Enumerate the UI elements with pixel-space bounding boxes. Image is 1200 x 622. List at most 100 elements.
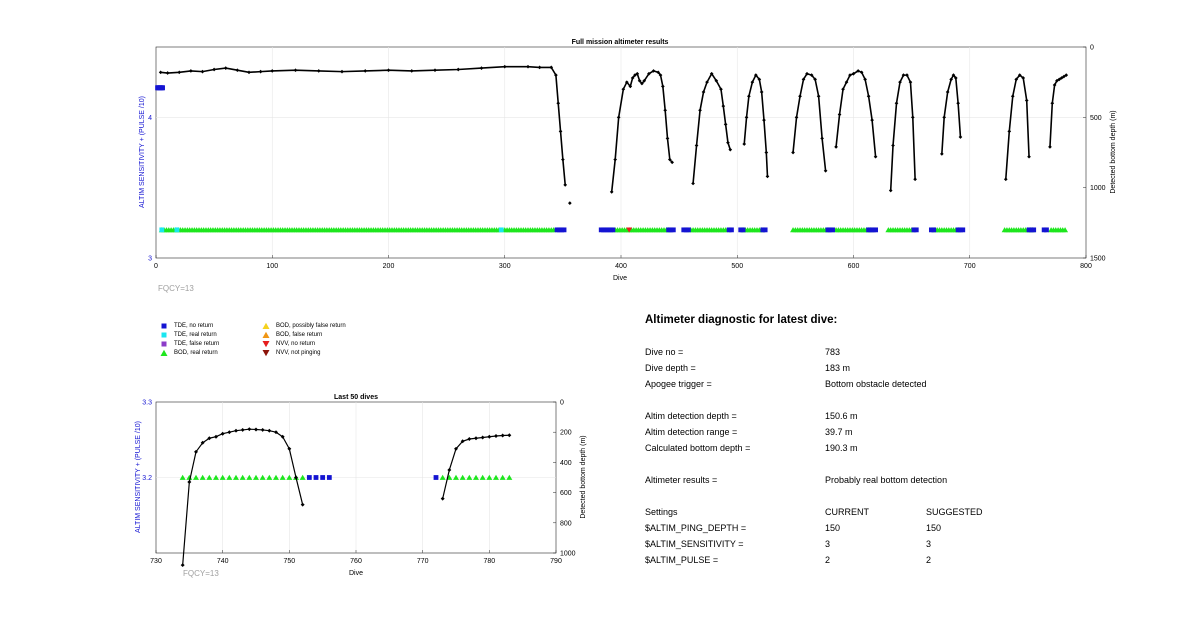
legend-symbol-shape [161,323,167,329]
bottom-depth-point [180,563,185,568]
x-tick-label: 770 [417,558,429,565]
legend-item: TDE, no return [160,322,213,330]
bod-real-return-mark [226,474,233,480]
bottom-depth-point [844,80,849,85]
bottom-depth-point [744,115,749,120]
x-tick-label: 300 [499,263,511,270]
legend-label: BOD, possibly false return [276,323,346,329]
x-tick-label: 400 [615,263,627,270]
tde-no-return-mark [306,475,312,480]
bottom-depth-point [837,112,842,117]
bottom-depth-point [762,118,766,122]
bottom-depth-line [792,72,827,171]
top-grid [156,47,1086,258]
bottom-depth-point [220,431,225,436]
diagnostic-label: Apogee trigger = [645,379,712,389]
diagnostic-suggested-value: SUGGESTED [926,507,983,517]
legend-label: BOD, false return [276,332,323,338]
bottom-depth-point [891,143,895,148]
bottom-depth-point [433,68,437,73]
bottom-depth-point [691,181,695,186]
tde-no-return-mark [729,227,734,233]
bottom-depth-point [958,135,963,139]
bod-real-return-mark [273,474,279,480]
bottom-depth-point [467,437,472,441]
diagnostic-panel: Altimeter diagnostic for latest dive: Di… [645,314,1065,565]
right-y-tick-label: 800 [560,520,572,527]
diagnostic-suggested-value: 150 [926,523,942,533]
left-y-tick-label: 4 [148,115,152,122]
bottom-depth-point [721,104,726,108]
bod-real-return-mark [499,474,506,480]
bod-real-return-mark [493,474,499,480]
bottom-chart-title: Last 50 dives [334,394,378,401]
right-y-tick-label: 500 [1090,115,1102,122]
bottom-depth-point [949,77,953,82]
bottom-depth-point [894,101,899,106]
left-y-tick-label: 3 [148,256,152,263]
bottom-depth-point [267,428,272,433]
right-y-tick-label: 0 [1090,45,1094,52]
bottom-depth-point [694,143,699,148]
diagnostic-value: CURRENT [825,507,869,517]
legend-item: NVV, not pinging [262,349,320,357]
bottom-depth-point [945,90,950,94]
diagnostic-suggested-value: 3 [926,539,932,549]
bottom-depth-point [635,71,640,76]
diagnostic-label: $ALTIM_SENSITIVITY = [645,539,744,549]
bod-real-return-mark [439,474,446,480]
tde-no-return-mark [313,475,319,480]
bottom-depth-point [189,69,193,73]
bottom-depth-point [820,136,824,141]
bottom-x-label: Dive [349,570,363,577]
bottom-depth-point [480,435,485,440]
bottom-depth-point [757,77,762,82]
bod-real-return-mark [473,474,479,480]
legend-symbol-shape [262,322,270,329]
bottom-depth-point [942,115,947,120]
right-y-tick-label: 200 [560,430,572,437]
bottom-depth-point [1010,94,1015,99]
bottom-depth-point [537,65,542,70]
bottom-depth-point [316,69,321,73]
tde-no-return-mark [160,85,165,91]
left-y-tick-label: 3.3 [142,400,152,407]
x-tick-label: 0 [154,263,158,270]
bod-real-return-mark [279,474,286,480]
diagnostic-value: 150.6 m [825,411,858,421]
bod-real-return-mark [193,474,199,480]
x-tick-label: 750 [283,558,295,565]
legend-label: NVV, no return [276,341,316,347]
top-chart: Full mission altimeter results 0 100 200 30… [139,39,1117,293]
bod-real-return-mark [299,474,306,480]
bottom-depth-point [158,70,163,75]
bottom-depth-point [563,183,568,187]
bottom-depth-line [889,74,916,191]
bottom-depth-point [487,434,492,439]
legend-symbol-icon [160,349,168,356]
diagnostic-title: Altimeter diagnostic for latest dive: [645,314,838,326]
diagnostic-label: Dive depth = [645,363,696,373]
bottom-depth-point [200,69,205,74]
bottom-depth-point [908,80,913,85]
bottom-depth-point [613,157,618,162]
bottom-depth-point [913,177,917,182]
bottom-depth-point [300,502,305,507]
nvv-no-return-mark [626,227,633,233]
bottom-depth-point [765,174,770,179]
tde-no-return-mark [913,227,919,233]
legend-symbol-icon [262,341,270,348]
bottom-depth-point [728,147,733,152]
tde-no-return-mark [433,475,439,480]
x-tick-label: 700 [964,263,976,270]
diagnostic-value: 150 [825,523,841,533]
bottom-depth-point [794,115,799,120]
legend-label: TDE, real return [174,332,217,338]
bod-real-return-mark [486,474,493,480]
tde-real-return-mark [498,227,504,233]
bottom-depth-point [386,68,391,73]
bottom-depth-point [698,108,702,113]
x-tick-label: 790 [550,558,562,565]
legend-label: NVV, not pinging [276,350,321,356]
